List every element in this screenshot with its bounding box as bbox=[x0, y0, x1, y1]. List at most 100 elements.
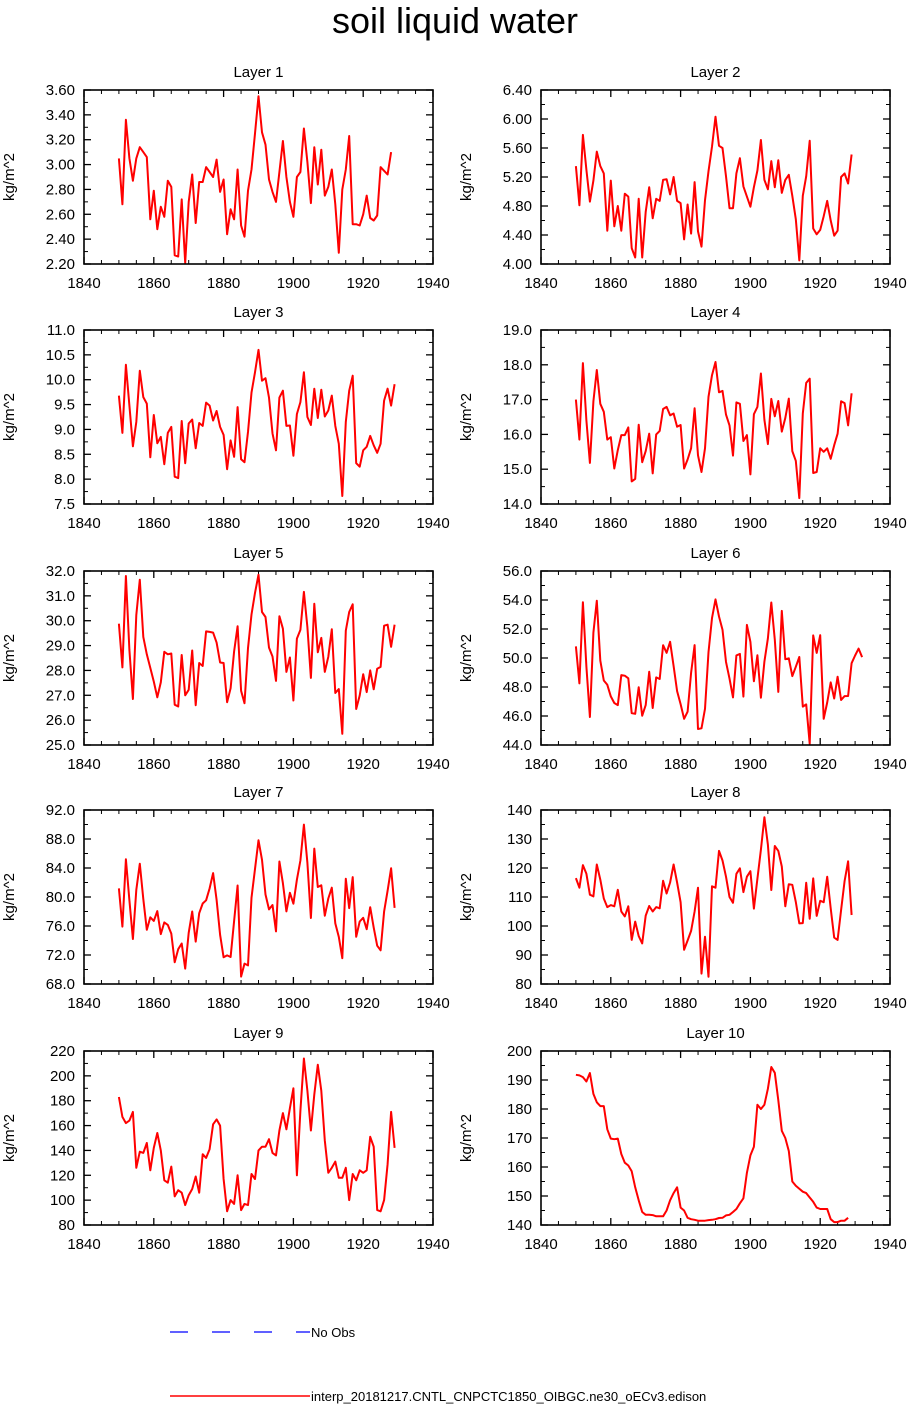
panel-2-ytick-label: 6.00 bbox=[503, 111, 532, 128]
panel-8-title: Layer 8 bbox=[690, 784, 740, 801]
panel-6-ylabel: kg/m^2 bbox=[458, 634, 475, 682]
panel-4-ytick-label: 15.0 bbox=[503, 461, 532, 478]
panel-7-xtick-label: 1880 bbox=[207, 995, 240, 1012]
panel-3-ytick-label: 7.5 bbox=[54, 496, 75, 513]
panel-5-ytick-label: 28.0 bbox=[46, 662, 75, 679]
panel-7-xtick-label: 1940 bbox=[416, 995, 449, 1012]
panel-4-xtick-label: 1920 bbox=[804, 515, 837, 532]
panel-4-xtick-label: 1860 bbox=[594, 515, 627, 532]
legend-model-label: interp_20181217.CNTL_CNPCTC1850_OIBGC.ne… bbox=[311, 1389, 706, 1404]
panel-10-title: Layer 10 bbox=[686, 1025, 744, 1042]
panel-9-xtick-label: 1920 bbox=[347, 1236, 380, 1253]
panel-6-plot-frame bbox=[540, 570, 891, 746]
panel-10-xtick-label: 1840 bbox=[524, 1236, 557, 1253]
panel-1-xtick-label: 1840 bbox=[67, 275, 100, 292]
panel-4-xtick-label: 1940 bbox=[873, 515, 906, 532]
panel-6-xtick-label: 1840 bbox=[524, 756, 557, 773]
panel-10-ytick-label: 150 bbox=[507, 1188, 532, 1205]
panel-5-ytick-label: 31.0 bbox=[46, 588, 75, 605]
panel-10-xtick-label: 1880 bbox=[664, 1236, 697, 1253]
panel-5-xtick-label: 1860 bbox=[137, 756, 170, 773]
panel-8-xtick-label: 1920 bbox=[804, 995, 837, 1012]
panel-8-xtick-label: 1860 bbox=[594, 995, 627, 1012]
panel-7-ytick-label: 84.0 bbox=[46, 860, 75, 877]
panel-10-ytick-label: 160 bbox=[507, 1159, 532, 1176]
panel-5-ytick-label: 26.0 bbox=[46, 712, 75, 729]
panel-6-ytick-label: 48.0 bbox=[503, 679, 532, 696]
panel-1-ytick-label: 3.60 bbox=[46, 82, 75, 99]
panel-10-ytick-label: 140 bbox=[507, 1217, 532, 1234]
panel-3-ytick-label: 10.5 bbox=[46, 347, 75, 364]
panel-10-series-line bbox=[575, 1066, 849, 1224]
panel-1-ytick-label: 2.80 bbox=[46, 181, 75, 198]
panel-6-ytick-label: 46.0 bbox=[503, 708, 532, 725]
panel-2-ytick-label: 4.00 bbox=[503, 256, 532, 273]
panel-8-ylabel: kg/m^2 bbox=[458, 873, 475, 921]
panel-5-plot-frame bbox=[83, 570, 434, 746]
panel-3-xtick-label: 1920 bbox=[347, 515, 380, 532]
panel-3-ytick-label: 10.0 bbox=[46, 372, 75, 389]
panel-9-ytick-label: 220 bbox=[50, 1043, 75, 1060]
panel-1-series-line bbox=[117, 95, 393, 264]
panel-10-xtick-label: 1860 bbox=[594, 1236, 627, 1253]
panel-2-xtick-label: 1840 bbox=[524, 275, 557, 292]
panel-9-ytick-label: 200 bbox=[50, 1068, 75, 1085]
panel-10-ylabel: kg/m^2 bbox=[458, 1114, 475, 1162]
panel-10-plot-frame bbox=[540, 1050, 891, 1226]
panel-1-ytick-label: 3.00 bbox=[46, 157, 75, 174]
panel-6-ytick-label: 50.0 bbox=[503, 650, 532, 667]
panel-7-series-line bbox=[117, 823, 396, 978]
legend-no-obs-label: No Obs bbox=[311, 1325, 356, 1340]
panel-2-ytick-label: 5.20 bbox=[503, 169, 532, 186]
panel-8-ytick-label: 130 bbox=[507, 831, 532, 848]
panel-6-title: Layer 6 bbox=[690, 545, 740, 562]
panel-2-xtick-label: 1900 bbox=[734, 275, 767, 292]
panel-4-ytick-label: 17.0 bbox=[503, 392, 532, 409]
panel-6-xtick-label: 1860 bbox=[594, 756, 627, 773]
panel-1-xtick-label: 1900 bbox=[277, 275, 310, 292]
figure-title: soil liquid water bbox=[331, 0, 579, 41]
panel-4-xtick-label: 1900 bbox=[734, 515, 767, 532]
panel-8-ytick-label: 110 bbox=[508, 889, 532, 906]
panel-4-ytick-label: 16.0 bbox=[503, 426, 532, 443]
panel-6-xtick-label: 1880 bbox=[664, 756, 697, 773]
panel-7-ytick-label: 92.0 bbox=[46, 802, 75, 819]
panel-7-xtick-label: 1900 bbox=[277, 995, 310, 1012]
panel-5-ylabel: kg/m^2 bbox=[1, 634, 18, 682]
panel-9-title: Layer 9 bbox=[233, 1025, 283, 1042]
panel-7-ytick-label: 72.0 bbox=[46, 947, 75, 964]
panel-7-title: Layer 7 bbox=[233, 784, 283, 801]
panel-9-xtick-label: 1840 bbox=[67, 1236, 100, 1253]
panel-3-ytick-label: 11.0 bbox=[47, 322, 75, 339]
panel-9-ytick-label: 100 bbox=[50, 1192, 75, 1209]
panel-5-ytick-label: 27.0 bbox=[46, 687, 75, 704]
panel-10-ytick-label: 190 bbox=[507, 1072, 532, 1089]
panel-5-ytick-label: 25.0 bbox=[46, 737, 75, 754]
panel-4-ytick-label: 18.0 bbox=[503, 357, 532, 374]
panel-7-plot-frame bbox=[83, 809, 434, 985]
panel-7-xtick-label: 1860 bbox=[137, 995, 170, 1012]
panel-2-series-line bbox=[574, 115, 853, 262]
panel-6-xtick-label: 1920 bbox=[804, 756, 837, 773]
panel-2-xtick-label: 1940 bbox=[873, 275, 906, 292]
panel-7-ylabel: kg/m^2 bbox=[1, 873, 18, 921]
panel-8-xtick-label: 1940 bbox=[873, 995, 906, 1012]
panel-3-xtick-label: 1880 bbox=[207, 515, 240, 532]
panel-5-xtick-label: 1900 bbox=[277, 756, 310, 773]
panel-9-ylabel: kg/m^2 bbox=[1, 1114, 18, 1162]
panel-4-ylabel: kg/m^2 bbox=[458, 393, 475, 441]
panel-9-ytick-label: 120 bbox=[50, 1167, 75, 1184]
panel-4-ytick-label: 19.0 bbox=[503, 322, 532, 339]
panel-8-xtick-label: 1900 bbox=[734, 995, 767, 1012]
panel-9-xtick-label: 1940 bbox=[416, 1236, 449, 1253]
panel-9-ytick-label: 160 bbox=[50, 1118, 75, 1135]
panel-1-ylabel: kg/m^2 bbox=[1, 153, 18, 201]
panel-9-ytick-label: 140 bbox=[50, 1142, 75, 1159]
panel-2-ytick-label: 4.40 bbox=[503, 227, 532, 244]
panel-9-xtick-label: 1900 bbox=[277, 1236, 310, 1253]
panel-2-ytick-label: 6.40 bbox=[503, 82, 532, 99]
panel-6-xtick-label: 1940 bbox=[873, 756, 906, 773]
panel-3-ytick-label: 9.5 bbox=[54, 397, 75, 414]
panel-9-plot-frame bbox=[83, 1050, 434, 1226]
